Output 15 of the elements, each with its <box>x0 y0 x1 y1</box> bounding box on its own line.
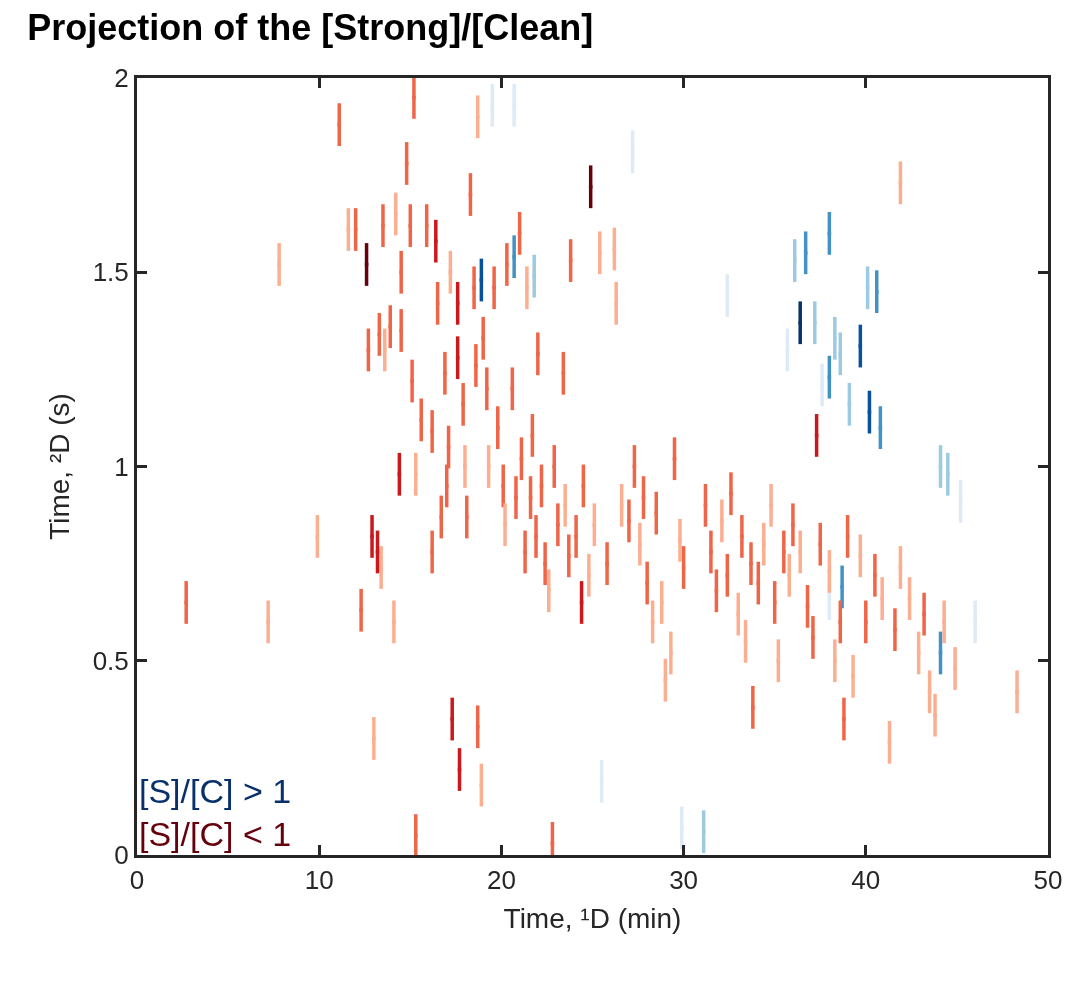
text: [S]/[C] < 1 <box>139 815 292 853</box>
text: [S]/[C] > 1 <box>139 772 292 810</box>
x-tick-label: 10 <box>304 865 334 896</box>
y-tick-label: 1.5 <box>92 257 129 288</box>
y-tick-label: 0.5 <box>92 645 129 676</box>
x-tick-label: 20 <box>486 865 516 896</box>
x-axis-title: Time, ¹D (min) <box>503 903 682 935</box>
x-tick-label: 50 <box>1033 865 1063 896</box>
chart-title: Projection of the [Strong]/[Clean] <box>27 6 594 48</box>
y-axis-title: Time, ²D (s) <box>44 393 76 540</box>
y-tick-label: 0 <box>114 840 129 871</box>
y-tick-label: 2 <box>114 63 129 94</box>
x-tick-label: 30 <box>669 865 699 896</box>
y-tick-label: 1 <box>114 451 129 482</box>
x-tick-label: 40 <box>851 865 881 896</box>
